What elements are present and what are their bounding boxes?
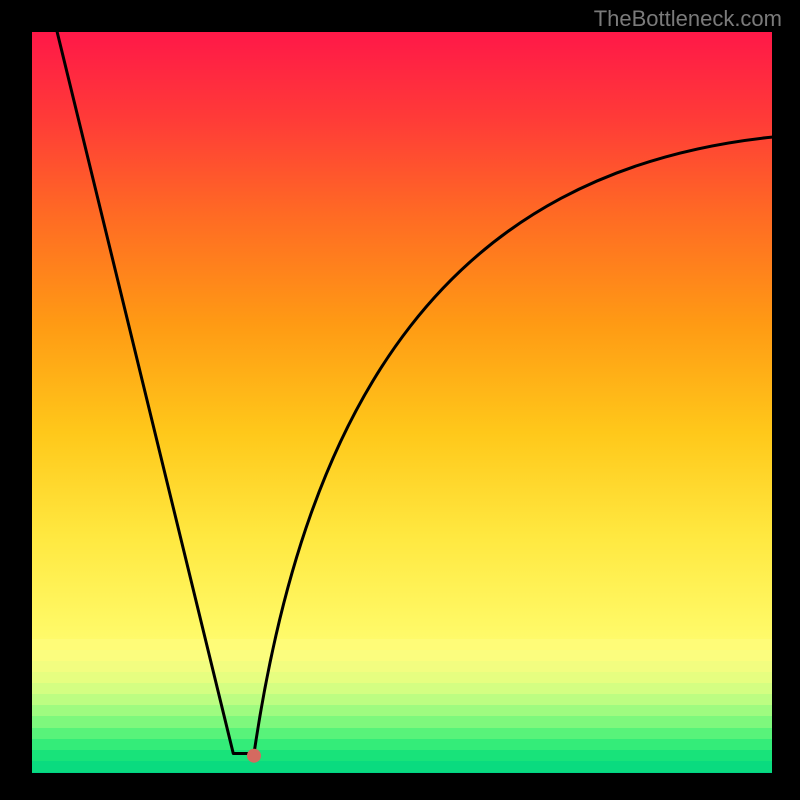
plot-area: [32, 32, 772, 772]
chart-stage: TheBottleneck.com: [0, 0, 800, 800]
watermark-text: TheBottleneck.com: [594, 6, 782, 32]
bottleneck-curve: [57, 32, 772, 754]
minimum-marker: [247, 749, 261, 763]
base-band: [32, 772, 772, 773]
curve-layer: [32, 32, 772, 772]
